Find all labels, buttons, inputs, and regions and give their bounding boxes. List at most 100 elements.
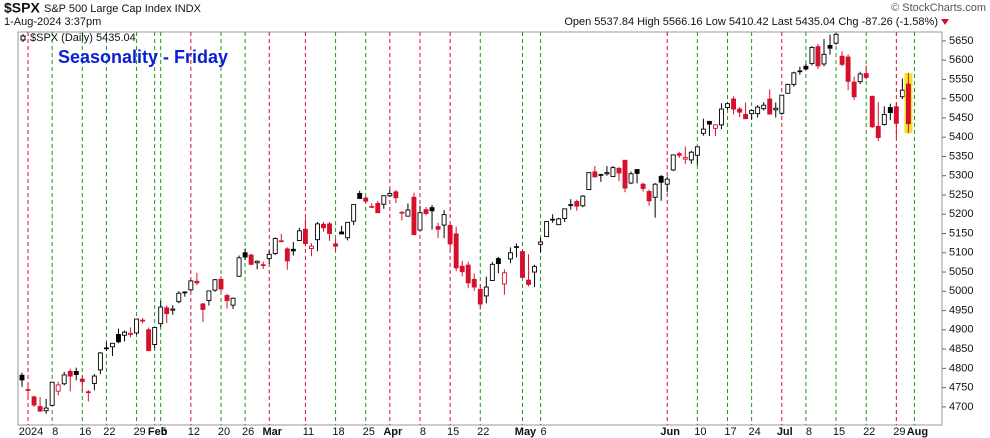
- y-tick-label: 4750: [949, 382, 973, 394]
- candle-body: [465, 264, 471, 284]
- x-tick-label: 22: [477, 426, 489, 438]
- candle-body: [544, 221, 550, 238]
- x-tick-label: 10: [694, 426, 706, 438]
- candle-body: [248, 254, 254, 265]
- y-tick-label: 5200: [949, 208, 973, 220]
- x-tick-label: 5: [161, 426, 167, 438]
- candle-body: [152, 327, 158, 345]
- candle-body: [423, 209, 429, 214]
- candle-body: [791, 72, 797, 85]
- candle-body: [664, 178, 670, 185]
- candle-body: [688, 151, 694, 161]
- candle-body: [284, 248, 290, 262]
- candle-body: [532, 266, 537, 273]
- candle-body: [170, 308, 176, 311]
- candle-body: [128, 332, 133, 335]
- candle-body: [55, 384, 61, 392]
- candle-body: [785, 83, 791, 94]
- candle-body: [164, 307, 170, 315]
- candle-body: [881, 114, 887, 125]
- candle-body: [719, 108, 724, 126]
- candle-body: [321, 223, 326, 229]
- x-tick-label: 25: [363, 426, 375, 438]
- y-tick-label: 5050: [949, 266, 973, 278]
- candle-body: [899, 89, 905, 98]
- index-name: S&P 500 Large Cap Index INDX: [44, 3, 202, 15]
- candle-body: [116, 334, 121, 343]
- candle-body: [568, 204, 574, 206]
- candle-body: [803, 65, 809, 70]
- candle-body: [700, 128, 706, 134]
- x-tick-label: 16: [79, 426, 91, 438]
- candle-body: [676, 153, 682, 156]
- candle-body: [863, 73, 869, 78]
- candle-body: [622, 159, 628, 189]
- candle-body: [339, 231, 345, 235]
- candle-body: [749, 110, 755, 115]
- candle-body: [767, 98, 773, 115]
- candle-body: [302, 228, 308, 244]
- y-tick-label: 5500: [949, 93, 973, 105]
- y-tick-label: 5150: [949, 227, 973, 239]
- x-tick-label: Apr: [383, 426, 403, 438]
- x-tick-label: Jul: [777, 426, 793, 438]
- candle-body: [604, 172, 610, 175]
- candle-body: [634, 169, 640, 174]
- candle-body: [447, 224, 453, 245]
- candle-body: [333, 243, 339, 247]
- candle-body: [514, 246, 519, 248]
- candle-body: [586, 172, 592, 191]
- candle-body: [387, 192, 393, 197]
- candle-body: [526, 279, 531, 285]
- y-tick-label: 5550: [949, 73, 973, 85]
- x-tick-label: 15: [833, 426, 845, 438]
- x-tick-label: 8: [806, 426, 812, 438]
- candle-body: [821, 53, 827, 65]
- candle-body: [31, 396, 37, 406]
- x-tick-label: 18: [332, 426, 344, 438]
- candle-body: [827, 45, 833, 49]
- x-tick-label: 11: [303, 426, 314, 438]
- candle-body: [869, 95, 875, 128]
- x-tick-label: 29: [133, 426, 145, 438]
- candle-body: [91, 375, 97, 384]
- candle-body: [67, 370, 73, 377]
- candle-body: [85, 391, 91, 394]
- candle-body: [453, 233, 459, 269]
- candle-body: [875, 125, 881, 139]
- timestamp: 1-Aug-2024 3:37pm: [4, 16, 101, 28]
- annotation: Seasonality - Friday: [58, 47, 228, 67]
- y-tick-label: 4800: [949, 362, 973, 374]
- candle-body: [236, 257, 242, 277]
- candle-body: [134, 318, 140, 334]
- candle-body: [761, 104, 767, 110]
- candle-body: [308, 245, 314, 249]
- candle-body: [206, 290, 212, 301]
- candle-body: [79, 378, 85, 382]
- candle-body: [369, 206, 375, 208]
- candle-body: [417, 212, 423, 231]
- candle-body: [670, 154, 676, 171]
- x-tick-label: 12: [188, 426, 200, 438]
- candle-body: [550, 218, 556, 221]
- legend-icon: [20, 35, 26, 41]
- y-tick-label: 4700: [949, 401, 973, 413]
- y-tick-label: 5000: [949, 285, 973, 297]
- candle-body: [146, 329, 152, 352]
- candle-body: [682, 157, 688, 160]
- y-tick-label: 5350: [949, 150, 973, 162]
- candle-body: [381, 195, 387, 205]
- candle-body: [743, 114, 749, 120]
- candle-body: [694, 146, 700, 156]
- candle-body: [103, 347, 109, 350]
- candle-body: [351, 204, 357, 222]
- candle-body: [893, 106, 899, 124]
- candle-body: [375, 203, 381, 214]
- x-tick-label: 2024: [19, 426, 43, 438]
- candle-body: [905, 83, 911, 125]
- candle-body: [809, 46, 815, 65]
- candle-body: [646, 191, 652, 202]
- candle-body: [19, 374, 25, 381]
- candle-body: [327, 223, 332, 234]
- marks: [19, 33, 913, 414]
